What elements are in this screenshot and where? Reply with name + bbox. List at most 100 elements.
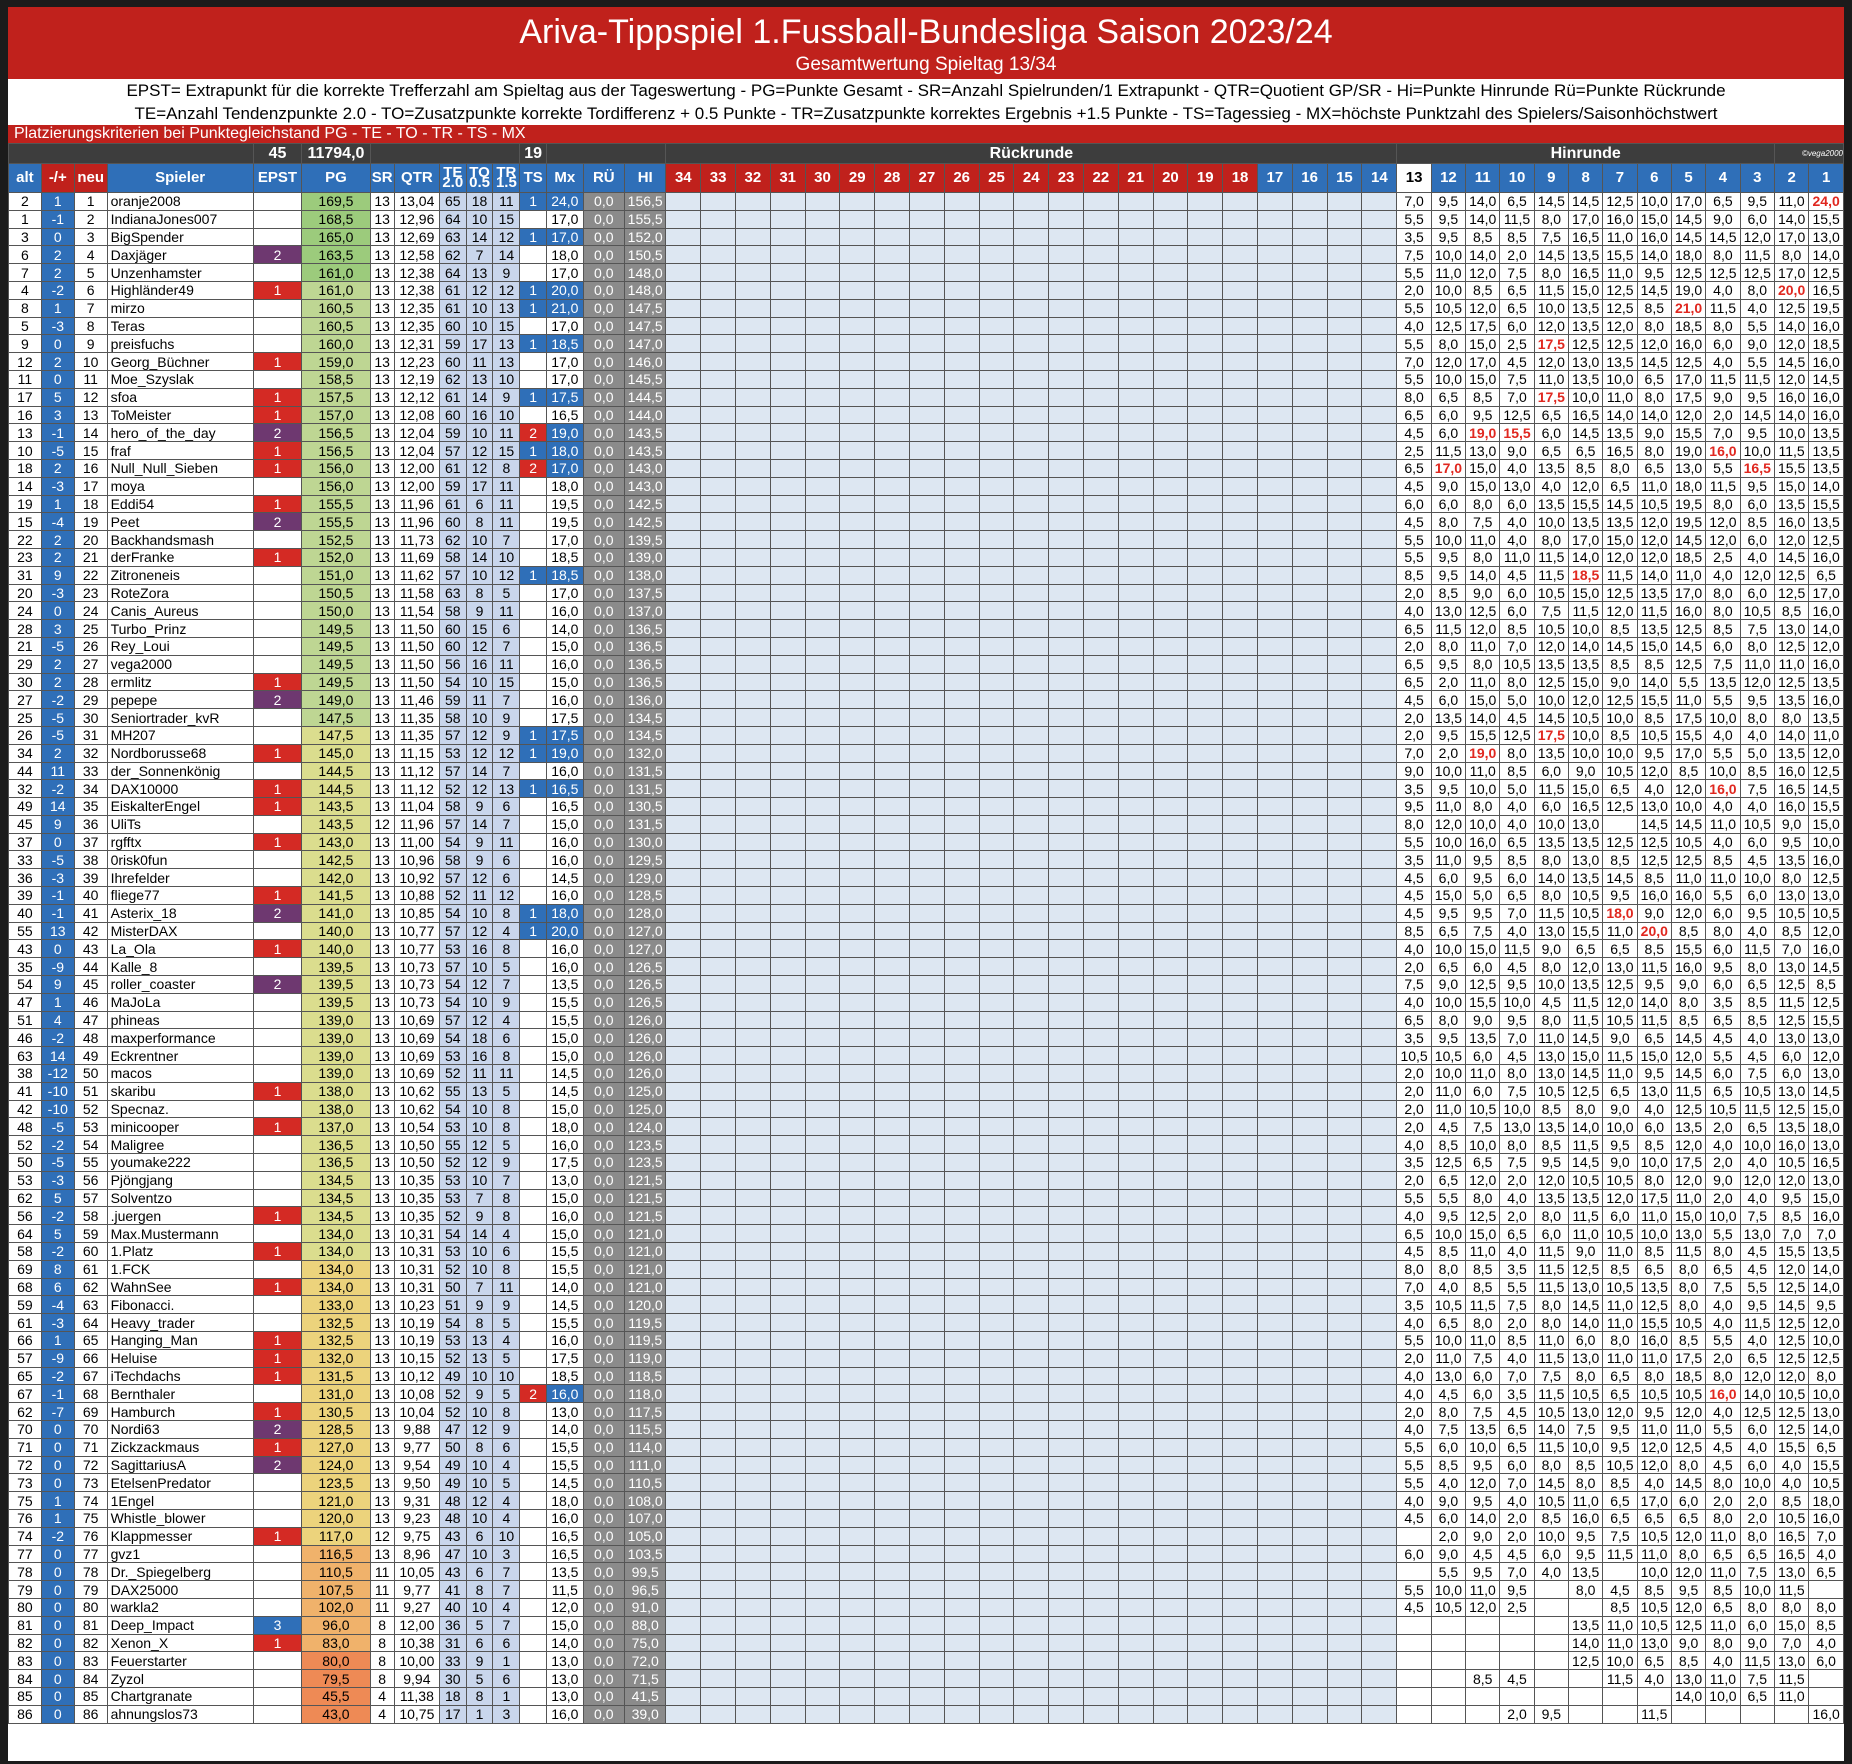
rueckrunde-day-cell	[1013, 1064, 1050, 1083]
max-points-cell: 20,0	[546, 921, 584, 941]
hinrunde-total-cell: 134,5	[623, 725, 667, 745]
max-points-cell: 19,0	[546, 743, 584, 763]
rueckrunde-day-cell	[1082, 761, 1119, 781]
max-points-cell: 15,0	[546, 814, 584, 834]
rounds-cell: 13	[369, 957, 395, 977]
hinrunde-day-cell: 12,5	[1430, 316, 1467, 336]
rueckrunde-day-cell	[700, 1135, 736, 1155]
goal-diff-cell: 12	[465, 725, 494, 745]
hinrunde-day-cell	[1499, 1633, 1535, 1653]
epst-cell: 2	[252, 423, 303, 443]
rueckrunde-day-cell	[1152, 352, 1189, 371]
rueckrunde-day-cell	[1013, 530, 1050, 549]
rueckrunde-day-cell	[1187, 636, 1224, 656]
rueckrunde-day-cell	[1048, 761, 1084, 781]
hinrunde-day-cell: 3,5	[1705, 992, 1741, 1012]
rueckrunde-day-cell	[839, 1669, 876, 1688]
rueckrunde-day-cell	[1048, 1099, 1084, 1119]
hinrunde-total-cell: 120,0	[623, 1295, 667, 1315]
hinrunde-day-cell: 9,5	[1602, 1437, 1638, 1457]
rueckrunde-day-cell	[1291, 1331, 1328, 1350]
hinrunde-day-cell: 5,5	[1430, 1188, 1467, 1208]
new-rank-cell: 59	[73, 1224, 108, 1244]
rueckrunde-day-cell	[874, 1704, 910, 1724]
rueckrunde-day-cell	[1256, 601, 1293, 621]
hinrunde-day-cell: 13,0	[1670, 1224, 1707, 1244]
rounds-cell: 13	[369, 209, 395, 229]
hinrunde-day-cell	[1773, 1704, 1810, 1724]
rueckrunde-day-cell	[1187, 1455, 1224, 1475]
hinrunde-day-cell: 8,0	[1705, 494, 1741, 514]
epst-cell: 1	[252, 458, 303, 478]
hinrunde-total-cell: 103,5	[623, 1544, 667, 1564]
rueckrunde-day-cell	[1082, 921, 1119, 941]
rounds-cell: 13	[369, 280, 395, 300]
hinrunde-day-cell: 13,0	[1773, 1651, 1810, 1671]
rueckrunde-day-cell	[1326, 832, 1363, 852]
epst-cell	[252, 725, 303, 745]
rueckrunde-day-cell	[978, 512, 1015, 532]
rueckrunde-day-cell	[1326, 1188, 1363, 1208]
rueckrunde-day-cell	[700, 1491, 736, 1510]
rueckrunde-day-cell	[1152, 1010, 1189, 1030]
rueckrunde-day-cell	[908, 654, 945, 674]
rueckrunde-day-cell	[978, 209, 1015, 229]
rank-change-cell: -7	[40, 1402, 75, 1421]
hinrunde-day-cell: 11,0	[1465, 1064, 1501, 1083]
hinrunde-day-cell: 6,5	[1499, 886, 1535, 905]
tendency-cell: 64	[438, 263, 467, 282]
rueckrunde-day-cell	[1291, 1277, 1328, 1297]
player-name-cell: warkla2	[106, 1597, 254, 1617]
rueckrunde-day-cell	[665, 672, 702, 692]
hinrunde-day-cell: 11,5	[1533, 1384, 1570, 1404]
rueckrunde-day-cell	[1082, 387, 1119, 407]
hinrunde-day-cell: 9,0	[1465, 1010, 1501, 1030]
hinrunde-day-cell: 2,5	[1499, 1597, 1535, 1617]
player-name-cell: skaribu	[106, 1081, 254, 1101]
new-rank-cell: 61	[73, 1259, 108, 1279]
max-points-cell: 15,0	[546, 1615, 584, 1635]
quotient-cell: 11,62	[393, 565, 440, 585]
tendency-cell: 30	[438, 1669, 467, 1688]
hinrunde-day-cell: 11,5	[1739, 369, 1775, 389]
rueckrunde-day-cell	[1256, 1544, 1293, 1564]
hinrunde-day-cell: 12,5	[1773, 1331, 1810, 1350]
rueckrunde-day-cell	[665, 1313, 702, 1332]
rueckrunde-day-cell	[1013, 654, 1050, 674]
rueckrunde-day-cell	[1048, 280, 1084, 300]
goal-diff-cell: 11	[465, 886, 494, 905]
rueckrunde-day-cell	[1222, 1491, 1258, 1510]
quotient-cell: 11,96	[393, 494, 440, 514]
old-rank-cell: 76	[8, 1508, 42, 1528]
old-rank-cell: 56	[8, 1206, 42, 1226]
rueckrunde-day-cell	[978, 921, 1015, 941]
max-points-cell: 17,5	[546, 1153, 584, 1172]
rueckrunde-day-cell	[1082, 458, 1119, 478]
hinrunde-day-cell: 8,5	[1499, 1331, 1535, 1350]
tendency-cell: 61	[438, 298, 467, 318]
hinrunde-day-cell: 15,5	[1808, 797, 1844, 816]
rueckrunde-day-cell	[978, 601, 1015, 621]
rueckrunde-day-cell	[1152, 547, 1189, 567]
rueckrunde-day-cell	[1117, 1295, 1154, 1315]
points-total-cell: 120,0	[301, 1508, 371, 1528]
hinrunde-day-cell: 11,5	[1567, 1135, 1604, 1155]
points-total-cell: 79,5	[301, 1669, 371, 1688]
rueckrunde-day-cell	[1013, 761, 1050, 781]
rueckrunde-day-cell	[1326, 530, 1363, 549]
hinrunde-day-cell: 10,0	[1567, 743, 1604, 763]
table-row: 24 0 24 Canis_Aureus 150,0 13 11,54 58 9 11 16,0 0,…	[8, 601, 1844, 621]
rueckrunde-day-cell	[1013, 1295, 1050, 1315]
hinrunde-day-cell: 6,0	[1739, 583, 1775, 603]
rueckrunde-day-cell	[978, 939, 1015, 959]
exact-result-cell: 8	[492, 1259, 521, 1279]
rueckrunde-day-cell	[1082, 814, 1119, 834]
hinrunde-day-cell: 12,5	[1808, 263, 1844, 282]
hinrunde-day-cell	[1567, 1669, 1604, 1688]
hinrunde-day-cell: 12,0	[1533, 636, 1570, 656]
hinrunde-day-cell: 12,5	[1465, 601, 1501, 621]
rueckrunde-day-cell	[1152, 957, 1189, 977]
player-name-cell: iTechdachs	[106, 1366, 254, 1386]
hinrunde-day-cell: 12,5	[1602, 583, 1638, 603]
max-points-cell: 18,5	[546, 1366, 584, 1386]
